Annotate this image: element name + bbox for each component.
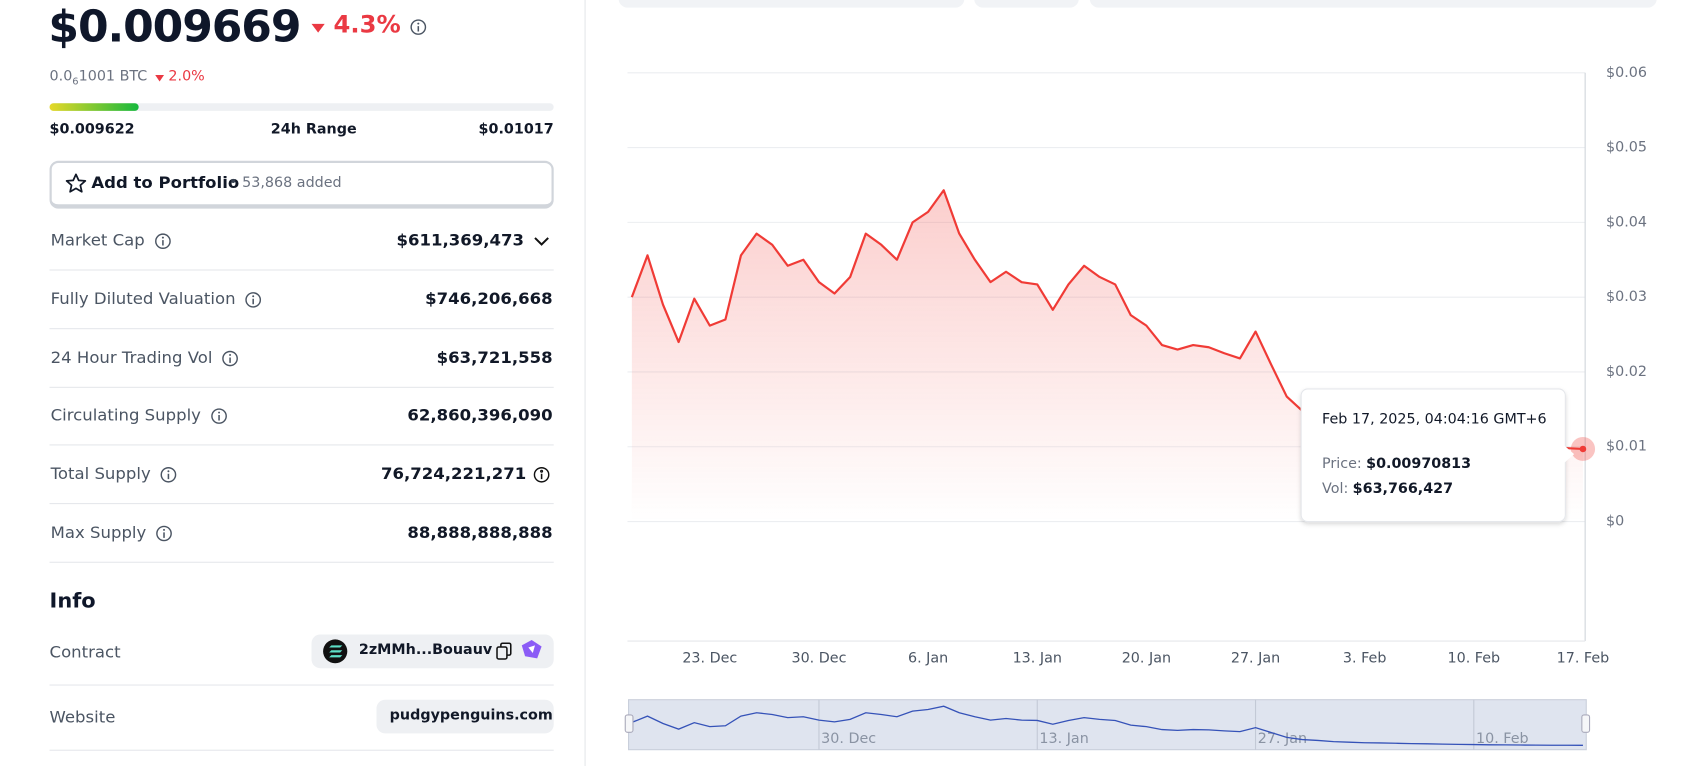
price-change: 4.3%	[333, 11, 401, 40]
btc-price: 0.061001 BTC	[50, 68, 148, 87]
x-tick-label: 27. Jan	[1231, 650, 1280, 666]
range-low: $0.009622	[49, 121, 135, 138]
stat-label: Total Supply	[50, 464, 151, 484]
info-icon[interactable]	[154, 233, 172, 250]
chevron[interactable]	[533, 233, 551, 250]
btc-prefix: 0.0	[49, 68, 73, 85]
solana-icon	[323, 639, 348, 664]
toolbar	[1089, 0, 1657, 8]
x-tick-label: 6. Jan	[908, 650, 948, 666]
y-tick-label: $0.04	[1606, 214, 1647, 230]
stat-value: 62,860,396,090	[407, 405, 553, 426]
navigator-label: 10. Feb	[1476, 731, 1529, 747]
divider	[49, 684, 554, 686]
x-tick-label: 30. Dec	[791, 650, 846, 666]
add-portfolio-button[interactable]: Add to Portfolio • 53,868 added	[49, 160, 554, 209]
navigator-label: 13. Jan	[1039, 731, 1088, 747]
navigator-label: 30. Dec	[821, 731, 876, 747]
tooltip-vol: $63,766,427	[1353, 481, 1453, 497]
portfolio-label: Add to Portfolio	[91, 172, 240, 193]
toolbar	[618, 0, 965, 8]
range-label: 24h Range	[270, 121, 357, 138]
divider	[49, 561, 554, 563]
stat-value: 88,888,888,888	[407, 522, 553, 543]
y-tick-label: $0.05	[1606, 140, 1647, 156]
toolbar	[974, 0, 1079, 8]
info-title: Info	[49, 588, 96, 613]
range-high: $0.01017	[478, 121, 554, 138]
navigator-handle	[1581, 714, 1591, 733]
stat-label: Circulating Supply	[50, 405, 201, 426]
tooltip-vol-label: Vol:	[1322, 481, 1348, 497]
info-label: Website	[49, 707, 116, 727]
stat-label: Market Cap	[50, 230, 145, 250]
x-tick-label: 17. Feb	[1557, 650, 1610, 666]
website-chip[interactable]: pudgypenguins.com	[376, 699, 554, 734]
btc-rest: 1001 BTC	[78, 68, 148, 85]
explorer-icon[interactable]	[521, 639, 543, 661]
divider	[49, 749, 554, 751]
x-tick-label: 3. Feb	[1343, 650, 1387, 666]
stat-value: 76,724,221,271	[380, 464, 527, 484]
price: $0.009669	[48, 2, 301, 53]
contract-address: 2zMMh...Bouauv	[358, 642, 493, 659]
stat-value: $63,721,558	[436, 347, 553, 367]
stat-label: Max Supply	[50, 522, 147, 543]
stat-label: 24 Hour Trading Vol	[50, 347, 213, 367]
info-icon[interactable]	[221, 349, 239, 366]
x-tick-label: 20. Jan	[1122, 650, 1171, 666]
star-icon	[65, 173, 87, 193]
info-icon[interactable]	[155, 525, 173, 542]
info-icon[interactable]	[160, 466, 178, 483]
down-arrow	[155, 74, 165, 82]
tooltip-price: $0.00970813	[1366, 456, 1471, 472]
navigator-label: 27. Jan	[1258, 731, 1307, 747]
stat-value: $611,369,473	[396, 230, 524, 250]
btc-change: 2.0%	[168, 68, 205, 85]
divider	[49, 327, 554, 329]
y-tick-label: $0.01	[1606, 439, 1647, 455]
navigator-handle	[624, 714, 634, 733]
tooltip-price-label: Price:	[1322, 456, 1362, 472]
portfolio-added: 53,868 added	[242, 174, 342, 192]
divider	[49, 503, 554, 505]
portfolio-separator: •	[228, 173, 238, 191]
x-tick-label: 23. Dec	[682, 650, 737, 666]
contract-chip[interactable]: 2zMMh...Bouauv	[311, 634, 554, 669]
stat-label: Fully Diluted Valuation	[50, 288, 236, 309]
divider	[49, 386, 554, 388]
y-tick-label: $0	[1606, 514, 1624, 530]
navigator	[628, 699, 1587, 751]
divider	[49, 269, 554, 271]
y-tick-label: $0.06	[1606, 65, 1647, 81]
hover-dot	[1579, 445, 1587, 453]
tooltip-date: Feb 17, 2025, 04:04:16 GMT+6	[1322, 411, 1547, 427]
copy-icon[interactable]	[495, 642, 513, 660]
btc-zeros: 6	[72, 76, 79, 88]
x-tick-label: 13. Jan	[1013, 650, 1062, 666]
stat-value: $746,206,668	[425, 288, 553, 309]
tooltip-pointer	[1564, 445, 1575, 463]
range-bar	[49, 103, 554, 111]
y-tick-label: $0.02	[1606, 364, 1647, 380]
info-icon[interactable]	[244, 291, 262, 308]
info-icon[interactable]	[533, 466, 551, 483]
panel-divider	[584, 0, 586, 766]
y-tick-label: $0.03	[1606, 289, 1647, 305]
divider	[49, 444, 554, 446]
info-icon[interactable]	[409, 18, 427, 35]
navigator-line	[631, 705, 1583, 746]
website-link[interactable]: pudgypenguins.com	[389, 707, 553, 724]
x-tick-label: 10. Feb	[1448, 650, 1501, 666]
down-arrow	[311, 23, 325, 33]
info-label: Contract	[49, 642, 121, 662]
info-icon[interactable]	[210, 408, 228, 425]
range-fill	[49, 103, 139, 111]
